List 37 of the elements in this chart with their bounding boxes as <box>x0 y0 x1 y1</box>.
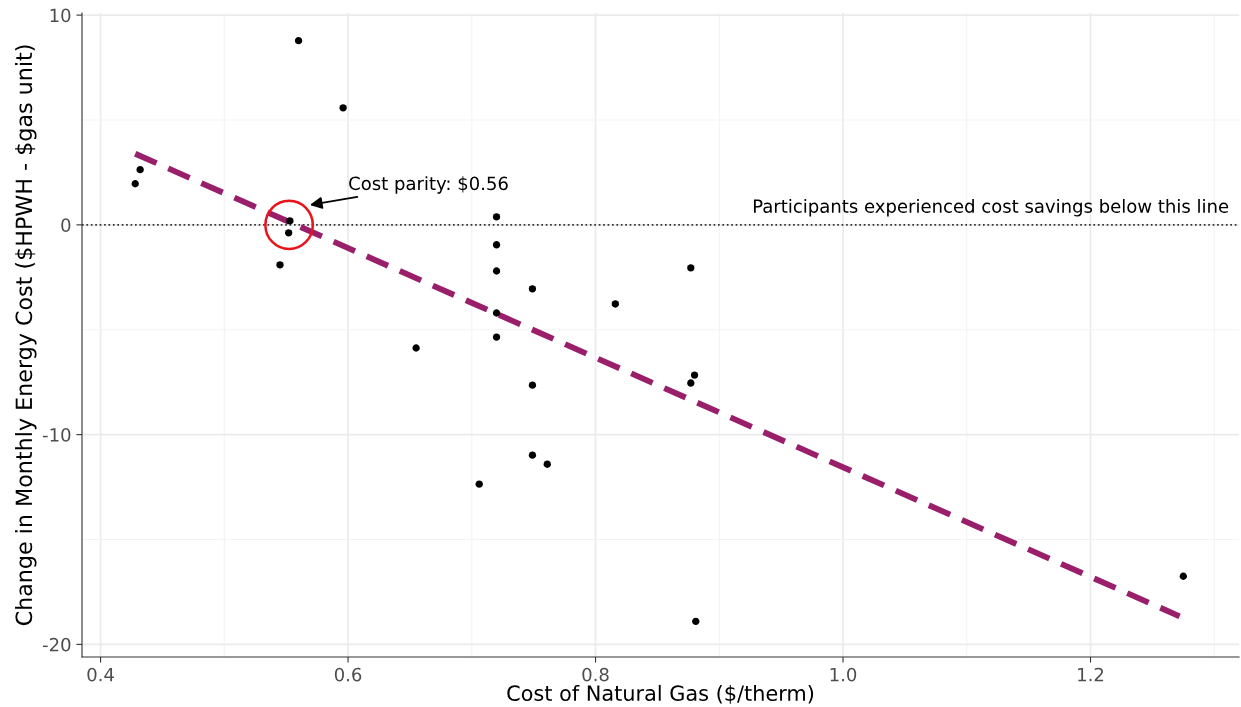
x-tick-label: 1.2 <box>1078 667 1104 682</box>
point <box>339 104 347 112</box>
point <box>294 37 303 45</box>
point <box>492 309 501 317</box>
point <box>284 229 293 237</box>
point <box>136 166 144 174</box>
point <box>1179 572 1187 580</box>
y-tick-label: 0 <box>61 218 71 232</box>
x-tick-label: 1.0 <box>830 667 857 682</box>
point <box>412 344 420 352</box>
point <box>492 213 501 221</box>
point <box>286 217 294 225</box>
point <box>528 381 537 389</box>
y-tick-label: -20 <box>42 637 71 652</box>
x-tick-label: 0.8 <box>582 667 609 682</box>
point <box>475 480 483 488</box>
point <box>276 261 284 269</box>
point <box>528 451 537 459</box>
annotation: Cost parity: $0.56 <box>349 176 508 194</box>
point <box>492 333 501 341</box>
y-tick-label: -10 <box>42 428 71 442</box>
x-tick-label: 0.4 <box>87 667 114 682</box>
ref-line-label: Participants experienced cost savings below this line <box>753 199 1229 217</box>
point <box>528 285 537 293</box>
x-axis-title: Cost of Natural Gas ($/therm) <box>507 684 814 704</box>
y-axis-title: Change in Monthly Energy Cost ($HPWH - $gas unit) <box>15 45 37 626</box>
x-tick-label: 0.6 <box>334 667 362 682</box>
point <box>692 617 700 626</box>
point <box>611 300 620 308</box>
point <box>131 180 139 188</box>
y-tick-label: 10 <box>50 8 71 23</box>
point <box>543 460 551 468</box>
point <box>492 241 501 249</box>
point <box>687 379 695 387</box>
point <box>492 267 501 275</box>
point <box>690 371 699 379</box>
point <box>687 264 695 272</box>
